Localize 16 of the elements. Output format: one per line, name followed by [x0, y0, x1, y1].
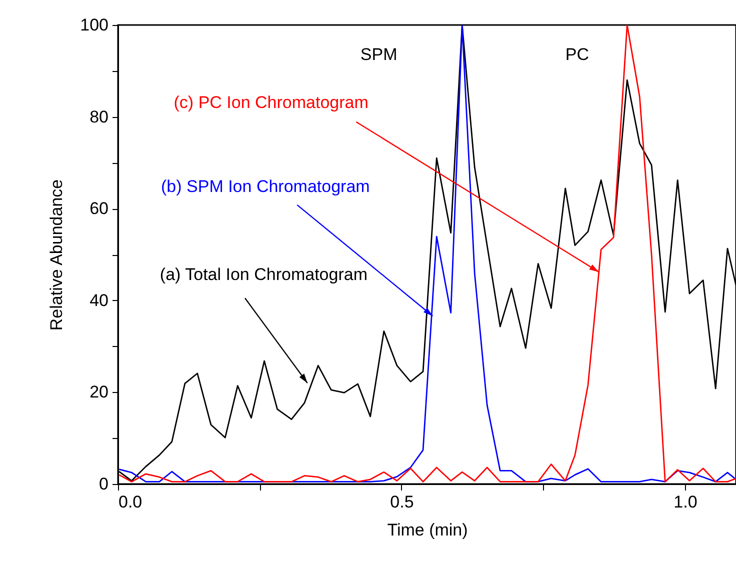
y-tick-label: 40 [90, 290, 108, 310]
x-tick-label: 1.0 [674, 492, 698, 512]
y-axis-title: Relative Abundance [47, 179, 66, 331]
y-tick-label: 60 [90, 199, 108, 218]
annotation: (a) Total Ion Chromatogram [160, 265, 368, 284]
x-tick-label: 0.0 [118, 492, 142, 512]
x-tick-label: 0.5 [390, 492, 414, 512]
y-tick-label: 20 [90, 382, 108, 402]
y-tick-label: 80 [90, 107, 108, 126]
y-tick-label: 0 [99, 474, 108, 494]
annotation: PC [565, 44, 590, 64]
annotation: (b) SPM Ion Chromatogram [161, 177, 370, 196]
annotation: (c) PC Ion Chromatogram [174, 93, 368, 112]
y-tick-label: 100 [80, 16, 108, 34]
annotation: SPM [360, 44, 398, 64]
x-axis-title: Time (min) [387, 520, 468, 540]
